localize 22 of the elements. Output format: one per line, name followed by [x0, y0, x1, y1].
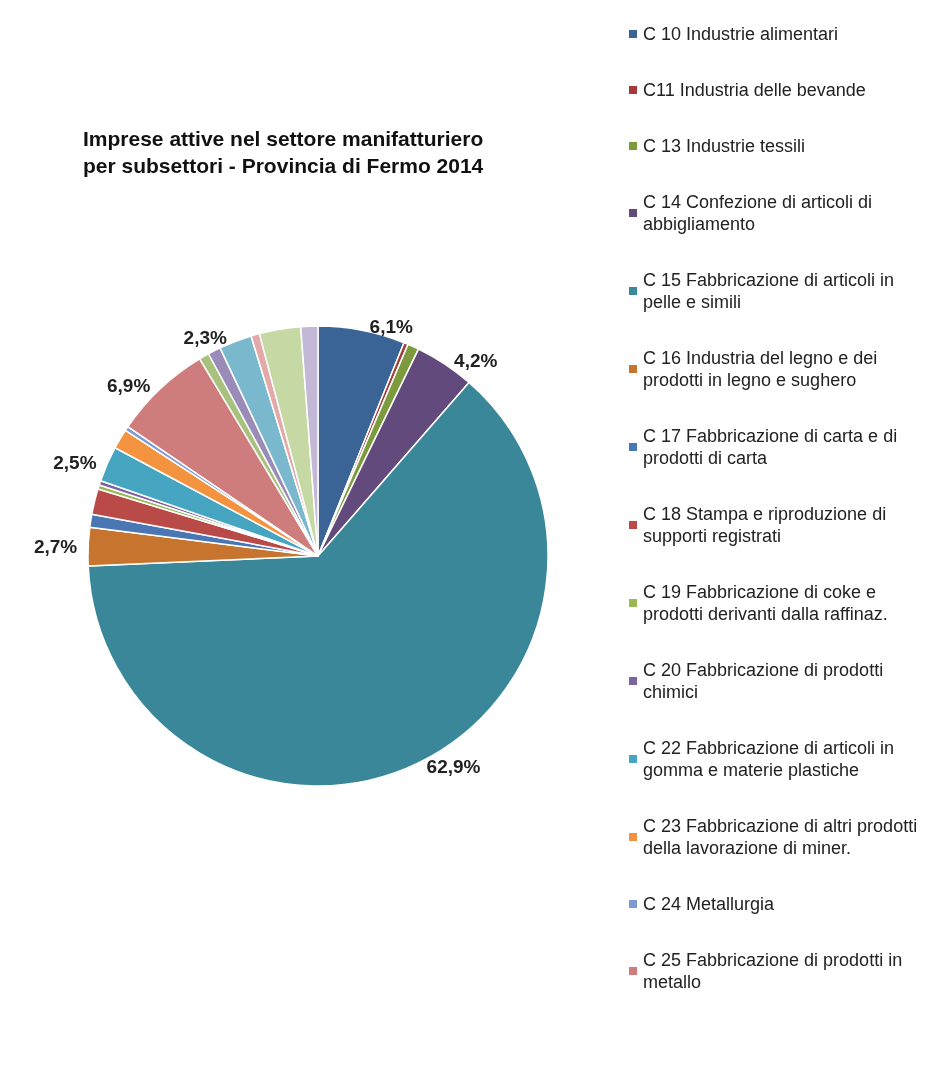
data-label: 6,1% [369, 315, 413, 337]
legend-label: C 17 Fabbricazione di carta e di prodotti di carta [643, 426, 903, 468]
data-label: 2,3% [183, 327, 228, 349]
data-label: 2,5% [53, 451, 97, 473]
data-label: 4,2% [454, 350, 498, 372]
legend-label: C 20 Fabbricazione di prodotti chimici [643, 660, 889, 702]
legend-label: C 23 Fabbricazione di altri prodotti della lavorazione di miner. [643, 816, 923, 858]
legend-label: C 25 Fabbricazione di prodotti in metallo [643, 950, 908, 992]
legend-label: C 22 Fabbricazione di articoli in gomma e materie plastiche [643, 738, 900, 780]
legend-label: C11 Industria delle bevande [643, 80, 866, 100]
data-label: 62,9% [426, 756, 481, 778]
text: Imprese attive nel settore manifatturiero per subsettori - Provincia di Fermo 2014 [83, 127, 484, 177]
legend-label: C 24 Metallurgia [643, 894, 776, 914]
legend-label: C 16 Industria del legno e dei prodotti in legno e sughero [643, 348, 883, 390]
legend-label: C 14 Confezione di articoli di abbigliamento [643, 192, 878, 234]
legend-label: C 19 Fabbricazione di coke e prodotti derivanti dalla raffinaz. [643, 582, 888, 624]
legend-label: C 10 Industrie alimentari [643, 24, 839, 44]
data-label: 2,7% [33, 535, 78, 557]
legend-label: C 18 Stampa e riproduzione di supporti registrati [643, 504, 892, 546]
data-label: 6,9% [106, 375, 151, 397]
legend-label: C 13 Industrie tessili [643, 136, 806, 156]
legend-label: C 15 Fabbricazione di articoli in pelle e simili [643, 270, 900, 312]
